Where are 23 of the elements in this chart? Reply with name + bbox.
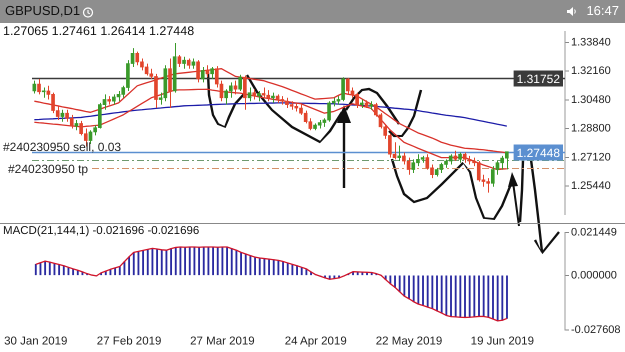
x-tick-label: 24 Apr 2019 <box>284 335 347 348</box>
x-tick-label: 19 Jun 2019 <box>470 335 534 348</box>
annotation: #240230950 sell, 0.03 <box>3 140 122 154</box>
x-tick-label: 22 May 2019 <box>376 335 442 348</box>
y-tick-label: 0.000000 <box>571 269 617 282</box>
x-tick-label: 27 Mar 2019 <box>190 335 255 348</box>
x-tick-label: 30 Jan 2019 <box>4 335 68 348</box>
chart-title: GBPUSD,D1 <box>5 3 80 18</box>
chart-subtitle: 1.27065 1.27461 1.26414 1.27448 <box>3 24 194 38</box>
y-tick-label: 0.021449 <box>571 226 617 239</box>
ref-line-label: #240230950 tp <box>8 162 88 176</box>
ref-line-label: 1.31752 <box>516 72 560 86</box>
y-tick-label: 1.25440 <box>571 180 611 192</box>
text: 16:47 <box>586 3 619 18</box>
y-tick-label: 1.33840 <box>571 36 611 48</box>
y-tick-label: 1.30480 <box>571 94 611 106</box>
y-tick-label: 1.32160 <box>571 65 611 78</box>
ref-line-label: 1.27448 <box>516 146 560 160</box>
chart-title: MACD(21,144,1) -0.021696 -0.021696 <box>3 225 200 237</box>
y-tick-label: 1.27120 <box>571 151 611 164</box>
y-tick-label: 1.28800 <box>571 122 611 135</box>
y-tick-label: -0.027608 <box>571 324 621 336</box>
x-tick-label: 27 Feb 2019 <box>96 335 162 348</box>
